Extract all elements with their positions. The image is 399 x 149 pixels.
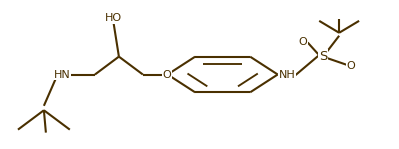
Text: HN: HN (53, 69, 70, 80)
Text: O: O (162, 69, 171, 80)
Text: S: S (319, 50, 327, 63)
Text: NH: NH (279, 69, 296, 80)
Text: HO: HO (105, 13, 122, 23)
Text: O: O (347, 60, 356, 71)
Text: O: O (299, 37, 308, 47)
